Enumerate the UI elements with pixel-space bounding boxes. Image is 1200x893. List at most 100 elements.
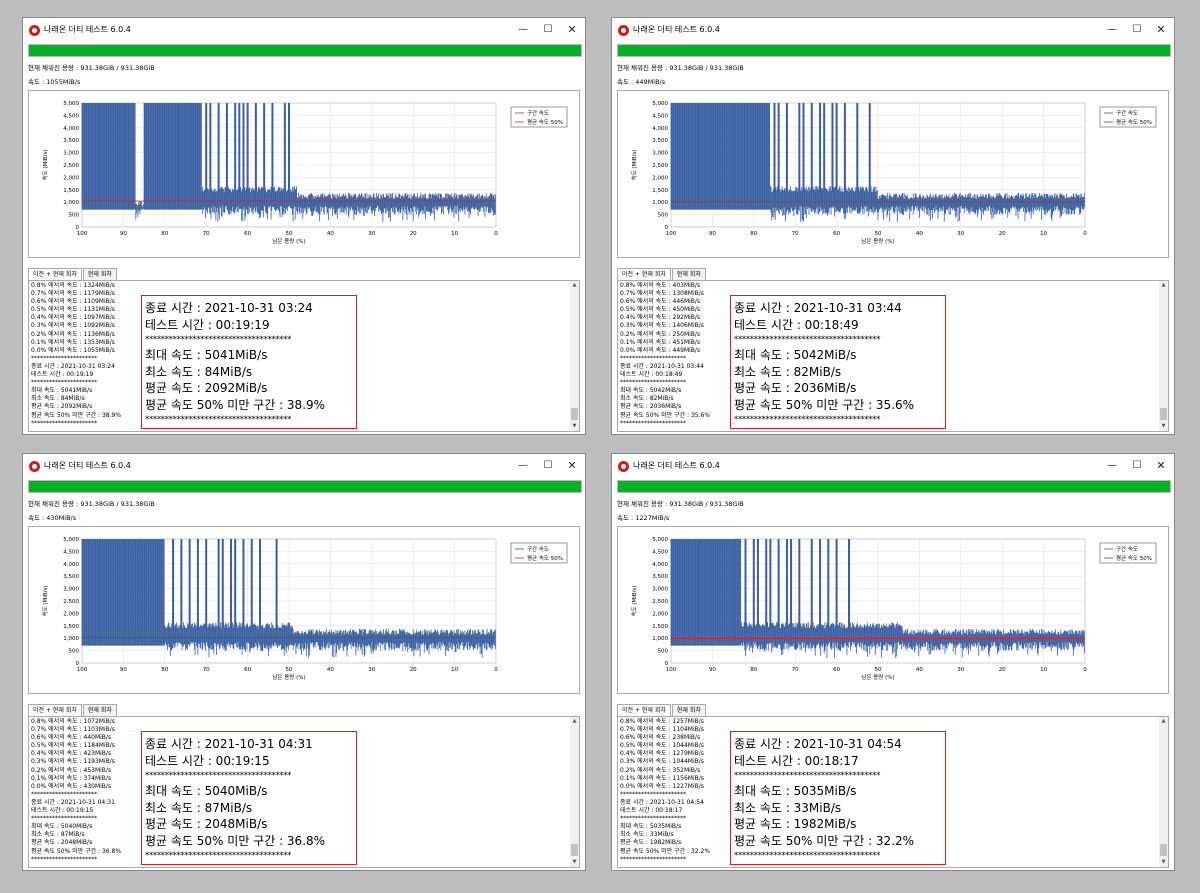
tab-all-rounds[interactable]: 이전 + 현재 회차 <box>28 268 82 280</box>
tab-current-round[interactable]: 현재 회차 <box>671 268 706 280</box>
tab-current-round[interactable]: 현재 회차 <box>671 704 706 716</box>
app-window[interactable]: 나래온 더티 테스트 6.0.4 — ☐ ✕ 현재 채워진 용량 : 931.3… <box>22 453 586 871</box>
log-row: 0.2% 에서의 속도 : 453MiB/s <box>31 766 112 774</box>
x-tick-label: 60 <box>244 231 251 237</box>
spike-mark <box>835 103 838 193</box>
log-panel[interactable]: 0.8% 에서의 속도 : 1324MiB/s 0.7% 에서의 속도 : 11… <box>28 280 580 432</box>
scroll-down-icon[interactable]: ▼ <box>1161 423 1166 429</box>
close-button[interactable]: ✕ <box>567 23 577 36</box>
tab-all-rounds[interactable]: 이전 + 현재 회차 <box>617 268 671 280</box>
y-tick-label: 1,000 <box>652 200 668 206</box>
results-highlight: 종료 시간 : 2021-10-31 04:31 테스트 시간 : 00:19:… <box>141 731 357 865</box>
scroll-down-icon[interactable]: ▼ <box>572 423 577 429</box>
y-tick-label: 2,000 <box>652 175 668 181</box>
x-tick-label: 40 <box>327 231 334 237</box>
scroll-up-icon[interactable]: ▲ <box>1161 282 1166 288</box>
spike-mark <box>242 539 245 629</box>
minimize-button[interactable]: — <box>518 460 528 471</box>
legend-label: 구간 속도 <box>1116 545 1138 553</box>
tab-bar: 이전 + 현재 회차 현재 회차 <box>28 704 118 716</box>
spike-mark <box>823 103 826 193</box>
window-title: 나래온 더티 테스트 6.0.4 <box>633 461 720 470</box>
chart-svg: 5,000 4,500 4,000 3,500 3,000 2,500 2,000 1,500… <box>630 101 1157 245</box>
close-button[interactable]: ✕ <box>1156 23 1166 36</box>
spike-mark <box>843 103 846 193</box>
spike-mark <box>798 103 801 193</box>
progress-bar <box>617 44 1171 57</box>
tab-all-rounds[interactable]: 이전 + 현재 회차 <box>617 704 671 716</box>
maximize-button[interactable]: ☐ <box>543 460 553 471</box>
scroll-thumb[interactable] <box>571 408 578 420</box>
scrollbar[interactable]: ▲ ▼ <box>570 281 579 431</box>
scroll-thumb[interactable] <box>1160 408 1167 420</box>
scroll-down-icon[interactable]: ▼ <box>572 859 577 865</box>
maximize-button[interactable]: ☐ <box>1132 460 1142 471</box>
x-tick-label: 80 <box>750 667 757 673</box>
spike-mark <box>868 103 871 193</box>
minimize-button[interactable]: — <box>1107 24 1117 35</box>
title-bar[interactable]: 나래온 더티 테스트 6.0.4 — ☐ ✕ <box>612 18 1174 44</box>
log-row: 0.0% 에서의 속도 : 1227MiB/s <box>620 782 704 790</box>
log-row: 0.6% 에서의 속도 : 238MiB/s <box>620 734 701 742</box>
log-panel[interactable]: 0.8% 에서의 속도 : 1257MiB/s 0.7% 에서의 속도 : 11… <box>617 716 1169 868</box>
title-bar[interactable]: 나래온 더티 테스트 6.0.4 — ☐ ✕ <box>23 18 585 44</box>
scroll-up-icon[interactable]: ▲ <box>572 282 577 288</box>
below-avg: 평균 속도 50% 미만 구간 : 35.6% <box>734 397 915 412</box>
y-tick-label: 2,500 <box>652 599 668 605</box>
spike-mark <box>752 539 755 629</box>
x-tick-label: 40 <box>916 231 923 237</box>
app-window[interactable]: 나래온 더티 테스트 6.0.4 — ☐ ✕ 현재 채워진 용량 : 931.3… <box>611 453 1175 871</box>
y-axis-label: 속도 (MiB/s) <box>630 586 638 617</box>
x-tick-label: 70 <box>203 231 210 237</box>
x-tick-label: 50 <box>286 667 293 673</box>
tab-current-round[interactable]: 현재 회차 <box>82 268 117 280</box>
series-area <box>81 103 496 222</box>
maximize-button[interactable]: ☐ <box>1132 24 1142 35</box>
log-text: 0.8% 에서의 속도 : 1072MiB/s 0.7% 에서의 속도 : 11… <box>31 718 122 863</box>
x-tick-label: 30 <box>957 231 964 237</box>
capacity-label: 현재 채워진 용량 : 931.38GiB / 931.38GiB <box>617 64 744 72</box>
scroll-up-icon[interactable]: ▲ <box>1161 718 1166 724</box>
tab-all-rounds[interactable]: 이전 + 현재 회차 <box>28 704 82 716</box>
log-row: 0.3% 에서의 속도 : 1092MiB/s <box>31 322 115 330</box>
tab-current-round[interactable]: 현재 회차 <box>82 704 117 716</box>
y-tick-label: 4,500 <box>63 549 79 555</box>
maximize-button[interactable]: ☐ <box>543 24 553 35</box>
scroll-thumb[interactable] <box>571 844 578 856</box>
y-axis-label: 속도 (MiB/s) <box>41 586 49 617</box>
title-bar[interactable]: 나래온 더티 테스트 6.0.4 — ☐ ✕ <box>612 454 1174 480</box>
x-tick-label: 40 <box>916 667 923 673</box>
scrollbar[interactable]: ▲ ▼ <box>570 717 579 867</box>
speed-label: 속도 : 449MiB/s <box>617 78 666 86</box>
x-tick-label: 80 <box>161 667 168 673</box>
close-button[interactable]: ✕ <box>567 459 577 472</box>
log-panel[interactable]: 0.8% 에서의 속도 : 403MiB/s 0.7% 에서의 속도 : 130… <box>617 280 1169 432</box>
app-window[interactable]: 나래온 더티 테스트 6.0.4 — ☐ ✕ 현재 채워진 용량 : 931.3… <box>22 17 586 435</box>
minimize-button[interactable]: — <box>1107 460 1117 471</box>
scroll-thumb[interactable] <box>1160 844 1167 856</box>
scroll-up-icon[interactable]: ▲ <box>572 718 577 724</box>
log-row: 0.5% 에서의 속도 : 450MiB/s <box>620 306 701 314</box>
x-tick-label: 90 <box>120 667 127 673</box>
log-panel[interactable]: 0.8% 에서의 속도 : 1072MiB/s 0.7% 에서의 속도 : 11… <box>28 716 580 868</box>
close-button[interactable]: ✕ <box>1156 459 1166 472</box>
capacity-label: 현재 채워진 용량 : 931.38GiB / 931.38GiB <box>28 64 155 72</box>
avg-speed: 평균 속도 : 1982MiB/s <box>734 817 857 831</box>
x-tick-label: 10 <box>1040 667 1047 673</box>
spike-mark <box>225 103 228 193</box>
app-logo-icon <box>29 461 40 472</box>
minimize-button[interactable]: — <box>518 24 528 35</box>
scroll-down-icon[interactable]: ▼ <box>1161 859 1166 865</box>
title-bar[interactable]: 나래온 더티 테스트 6.0.4 — ☐ ✕ <box>23 454 585 480</box>
x-tick-label: 90 <box>120 231 127 237</box>
x-axis-label: 남은 용량 (%) <box>861 673 894 681</box>
results-highlight: 종료 시간 : 2021-10-31 03:44 테스트 시간 : 00:18:… <box>730 295 946 429</box>
speed-label: 속도 : 430MiB/s <box>28 514 77 522</box>
scrollbar[interactable]: ▲ ▼ <box>1159 281 1168 431</box>
end-time: 종료 시간 : 2021-10-31 03:24 <box>145 301 313 315</box>
y-tick-label: 5,000 <box>63 537 79 543</box>
capacity-label: 현재 채워진 용량 : 931.38GiB / 931.38GiB <box>617 500 744 508</box>
scrollbar[interactable]: ▲ ▼ <box>1159 717 1168 867</box>
app-window[interactable]: 나래온 더티 테스트 6.0.4 — ☐ ✕ 현재 채워진 용량 : 931.3… <box>611 17 1175 435</box>
